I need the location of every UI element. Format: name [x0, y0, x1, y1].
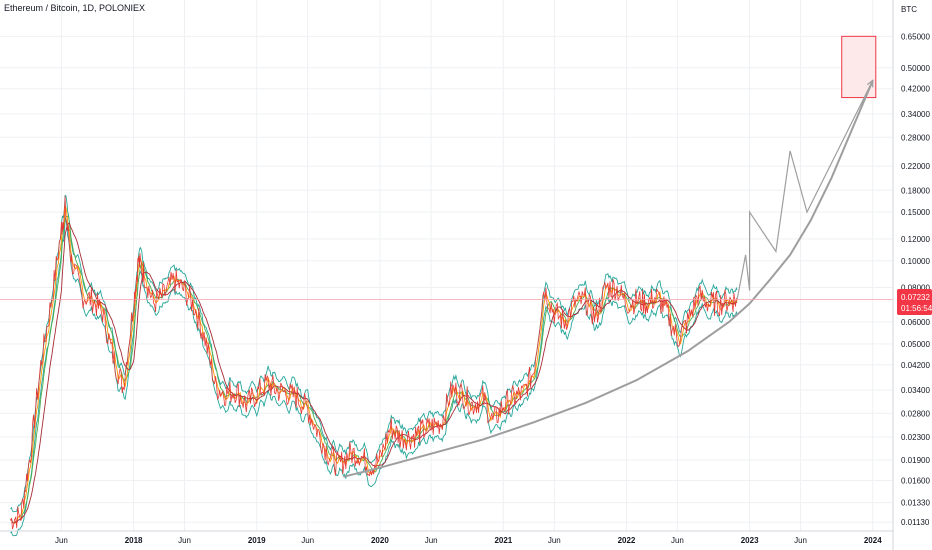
- x-tick-label: Jun: [301, 536, 314, 545]
- y-tick-label: 0.22000: [901, 162, 930, 171]
- target-zone-rect: [841, 35, 877, 99]
- price-series: [10, 196, 738, 530]
- x-tick-label: 2023: [741, 536, 759, 545]
- x-tick-label: Jun: [671, 536, 684, 545]
- y-tick-label: 0.28000: [901, 133, 930, 142]
- grid: [0, 0, 893, 531]
- y-tick-label: 0.15000: [901, 208, 930, 217]
- x-tick-label: 2024: [864, 536, 882, 545]
- ma-medium: [10, 215, 738, 524]
- unit-label: BTC: [901, 5, 917, 14]
- x-tick-label: 2020: [371, 536, 389, 545]
- y-tick-label: 0.01900: [901, 456, 930, 465]
- projection-zigzag: [736, 80, 874, 300]
- y-tick-label: 0.34000: [901, 110, 930, 119]
- price-badge-value: 0.07232: [901, 293, 930, 302]
- price-badge-bg: [897, 289, 932, 315]
- price-line: [10, 196, 738, 530]
- y-tick-label: 0.10000: [901, 257, 930, 266]
- x-tick-label: 2018: [125, 536, 143, 545]
- y-tick-label: 0.01130: [901, 518, 930, 527]
- support-curve: [343, 80, 874, 478]
- y-tick-label: 0.08000: [901, 284, 930, 293]
- projection-arrowhead: [866, 79, 874, 88]
- x-tick-label: 2022: [618, 536, 636, 545]
- y-tick-label: 0.02800: [901, 409, 930, 418]
- x-tick-label: Jun: [794, 536, 807, 545]
- parabolic-curve: [343, 80, 874, 478]
- y-tick-label: 0.65000: [901, 32, 930, 41]
- y-tick-label: 0.12000: [901, 235, 930, 244]
- time-axis[interactable]: Jun 2018 Jun 2019 Jun 2020 Jun 2021 Jun 2022 Jun 20…: [55, 536, 882, 545]
- y-tick-label: 0.03400: [901, 386, 930, 395]
- y-tick-label: 0.04200: [901, 361, 930, 370]
- target-box: [841, 35, 877, 99]
- y-tick-label: 0.01600: [901, 476, 930, 485]
- y-tick-label: 0.05000: [901, 340, 930, 349]
- x-tick-label: Jun: [548, 536, 561, 545]
- x-tick-label: Jun: [425, 536, 438, 545]
- ma-upper-band: [10, 194, 738, 513]
- moving-average-lines: [10, 194, 738, 537]
- y-tick-label: 0.42000: [901, 85, 930, 94]
- projection-path: [736, 79, 874, 300]
- ma-lower-band: [10, 218, 738, 537]
- y-tick-label: 0.02300: [901, 433, 930, 442]
- x-tick-label: Jun: [55, 536, 68, 545]
- chart-title: Ethereum / Bitcoin, 1D, POLONIEX: [4, 3, 146, 13]
- price-axis[interactable]: 0.65000 0.50000 0.42000 0.34000 0.28000 0.220…: [901, 32, 930, 527]
- y-tick-label: 0.06000: [901, 318, 930, 327]
- y-tick-label: 0.01330: [901, 499, 930, 508]
- x-tick-label: 2019: [248, 536, 266, 545]
- x-tick-label: 2021: [494, 536, 512, 545]
- y-tick-label: 0.18000: [901, 186, 930, 195]
- y-tick-label: 0.50000: [901, 64, 930, 73]
- current-price-badge: 0.07232 01:56:54: [897, 289, 932, 315]
- x-tick-label: Jun: [178, 536, 191, 545]
- price-badge-countdown: 01:56:54: [901, 304, 932, 313]
